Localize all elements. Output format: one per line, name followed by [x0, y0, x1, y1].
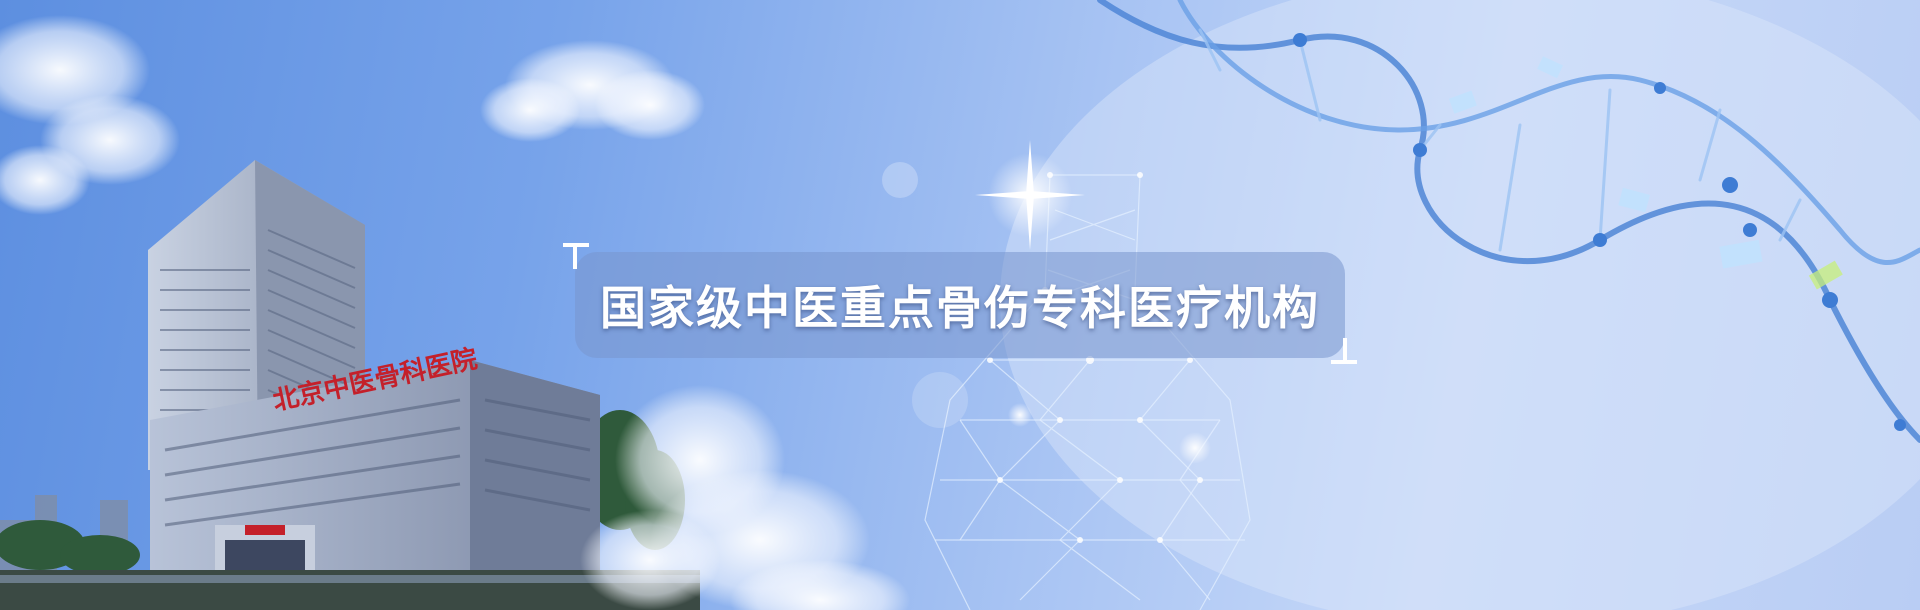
molecular-network-icon [924, 174, 1251, 610]
dna-helix-icon [1097, 0, 1920, 443]
cloud [0, 15, 180, 215]
cloud [580, 385, 910, 610]
caption-box [575, 252, 1345, 358]
headline: 国家级中医重点骨伤专科医疗机构 [600, 281, 1320, 335]
cloud [480, 40, 705, 142]
hospital-building: 北京中医骨科医院 [0, 160, 700, 610]
